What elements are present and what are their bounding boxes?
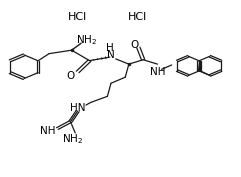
Text: NH: NH xyxy=(40,126,56,136)
Text: NH: NH xyxy=(150,67,165,77)
Text: HCl: HCl xyxy=(68,12,87,22)
Text: O: O xyxy=(66,71,75,81)
Text: HCl: HCl xyxy=(127,12,147,22)
Text: H: H xyxy=(106,42,114,53)
Text: HN: HN xyxy=(70,103,85,113)
Text: N: N xyxy=(107,50,115,60)
Text: NH$_2$: NH$_2$ xyxy=(62,132,83,146)
Text: NH$_2$: NH$_2$ xyxy=(76,34,98,47)
Text: O: O xyxy=(130,40,138,50)
